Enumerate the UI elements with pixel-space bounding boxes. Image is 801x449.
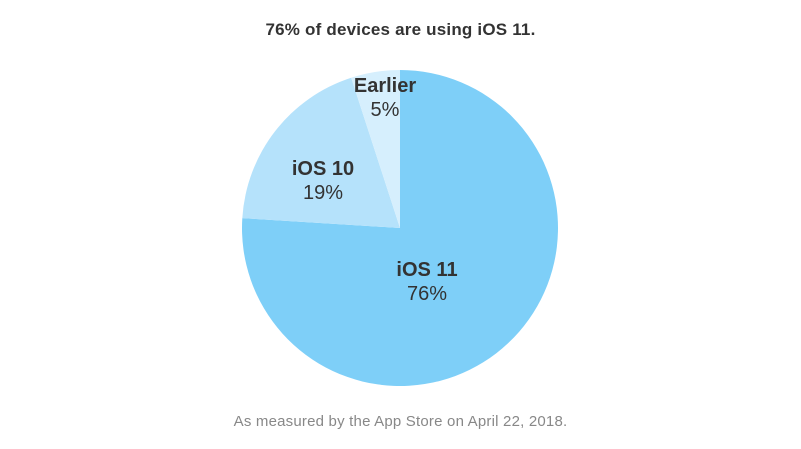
chart-footnote: As measured by the App Store on April 22… <box>233 413 568 430</box>
slice-label-earlier: Earlier 5% <box>335 76 435 120</box>
slice-name-ios-11: iOS 11 <box>396 259 458 281</box>
slice-percent-earlier: 5% <box>370 99 400 121</box>
slice-percent-ios-10: 19% <box>302 182 344 204</box>
slice-percent-ios-11: 76% <box>406 283 448 305</box>
pie-slice-earlier <box>351 70 400 228</box>
slice-name-ios-10: iOS 10 <box>291 158 355 180</box>
pie-slice-ios-10 <box>242 77 400 229</box>
slice-label-ios-11: iOS 11 76% <box>377 260 477 304</box>
chart-title: 76% of devices are using iOS 11. <box>265 20 536 39</box>
slice-name-earlier: Earlier <box>353 75 417 97</box>
slice-label-ios-10: iOS 10 19% <box>273 159 373 203</box>
